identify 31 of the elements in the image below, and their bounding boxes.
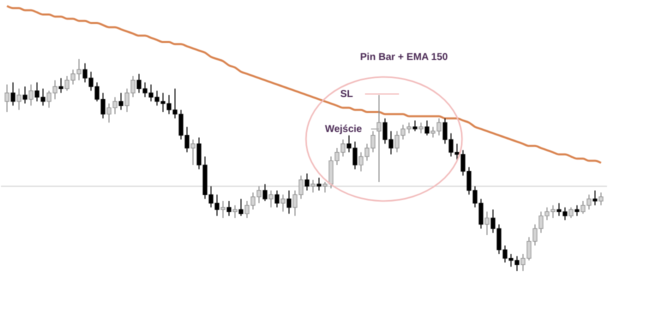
candlestick <box>190 139 196 166</box>
annotation: Wejście <box>324 124 362 135</box>
candlestick <box>28 84 34 106</box>
candlestick <box>568 206 574 218</box>
candlestick <box>262 184 268 202</box>
candlestick <box>316 177 322 191</box>
candlestick <box>4 84 10 112</box>
candlestick <box>484 211 490 236</box>
candlestick <box>304 172 310 191</box>
candlestick <box>274 190 280 208</box>
candlestick <box>22 86 28 104</box>
candlestick <box>412 120 418 132</box>
candlestick <box>592 190 598 206</box>
candlestick <box>10 82 16 106</box>
candlestick <box>232 204 238 218</box>
candlestick <box>268 190 274 208</box>
candlestick <box>286 190 292 214</box>
candlestick <box>238 198 244 216</box>
candlestick <box>16 88 22 110</box>
candlestick <box>58 78 64 94</box>
candlestick <box>598 192 604 206</box>
candlestick <box>220 200 226 218</box>
candlestick <box>118 92 124 110</box>
annotation: Pin Bar + EMA 150 <box>360 52 448 63</box>
candlestick <box>280 194 286 212</box>
candlestick <box>418 122 424 134</box>
annotation: SL <box>340 89 353 100</box>
candlestick <box>376 94 382 182</box>
candlestick <box>226 200 232 216</box>
candlestick <box>574 204 580 216</box>
candlestick <box>424 120 430 136</box>
